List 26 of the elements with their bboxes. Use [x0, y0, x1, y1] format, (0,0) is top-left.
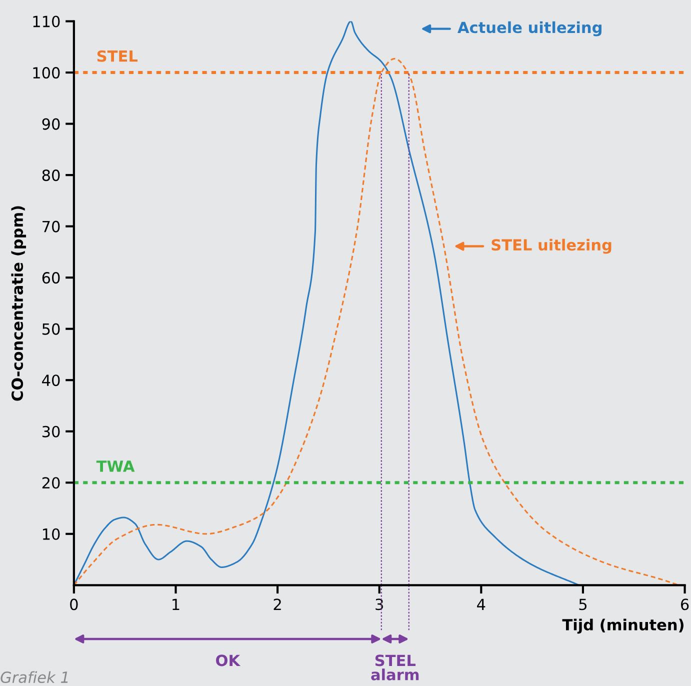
y-tick-label: 80 — [42, 170, 60, 182]
x-tick-label: 5 — [579, 598, 586, 610]
y-tick-label: 30 — [42, 426, 60, 438]
x-tick-label: 6 — [680, 598, 689, 610]
y-tick-label: 70 — [42, 220, 60, 232]
text: STEL alarm — [371, 654, 419, 680]
y-tick-label: 40 — [42, 374, 60, 386]
x-tick-label: 0 — [70, 598, 78, 610]
y-tick-label: 100 — [33, 66, 60, 79]
y-axis-title: CO-concentratie (ppm) — [11, 206, 26, 401]
text: Grafiek 1 — [0, 671, 68, 684]
ref-line-label: TWA — [96, 460, 135, 472]
y-tick-label: 110 — [33, 16, 60, 28]
annotation: Actuele uitlezing — [458, 21, 602, 36]
ref-line-label: STEL — [97, 50, 138, 62]
text: OK — [216, 654, 241, 666]
y-tick-label: 50 — [42, 323, 60, 335]
x-axis-title: Tijd (minuten) — [562, 618, 684, 634]
x-tick-label: 1 — [172, 598, 180, 610]
y-tick-label: 90 — [42, 118, 60, 130]
x-tick-label: 2 — [274, 598, 281, 610]
y-tick-label: 10 — [42, 528, 60, 540]
annotation: STEL uitlezing — [492, 238, 612, 254]
x-tick-label: 4 — [477, 598, 486, 610]
y-tick-label: 60 — [42, 272, 60, 284]
y-tick-label: 20 — [42, 477, 60, 489]
